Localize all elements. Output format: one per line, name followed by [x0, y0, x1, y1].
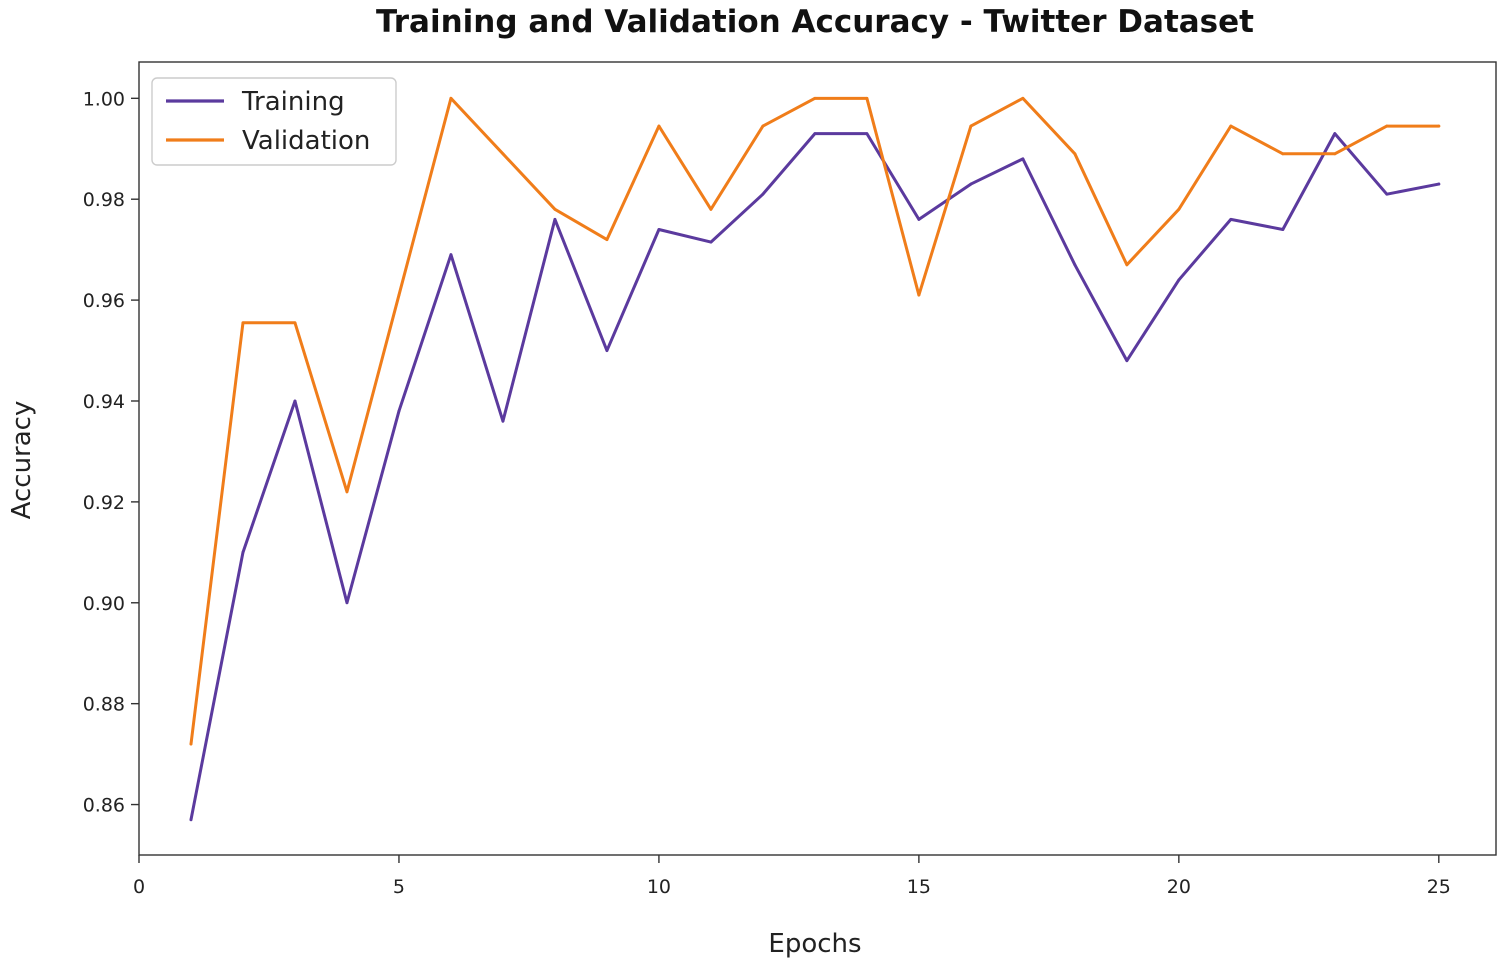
- data-point-validation: [293, 321, 297, 325]
- data-point-training: [709, 240, 713, 244]
- y-axis-ticks: 0.86 0.88 0.90 0.92 0.94 0.96 0.98 1.00: [83, 88, 139, 817]
- data-point-validation: [397, 293, 401, 297]
- data-point-validation: [917, 293, 921, 297]
- y-tick-label: 0.86: [83, 795, 125, 817]
- data-point-validation: [189, 742, 193, 746]
- data-point-validation: [553, 207, 557, 211]
- data-point-validation: [761, 124, 765, 128]
- legend: Training Validation: [151, 77, 397, 166]
- data-point-training: [1229, 217, 1233, 221]
- plot-area: [138, 61, 1497, 856]
- data-point-training: [553, 217, 557, 221]
- data-point-validation: [969, 124, 973, 128]
- data-point-training: [1125, 359, 1129, 363]
- data-point-validation: [501, 152, 505, 156]
- data-point-training: [293, 399, 297, 403]
- y-axis-label: Accuracy: [7, 401, 37, 520]
- x-tick-label: 15: [907, 876, 931, 898]
- data-point-validation: [865, 96, 869, 100]
- data-point-training: [1333, 132, 1337, 136]
- chart-title: Training and Validation Accuracy - Twitt…: [376, 4, 1254, 40]
- legend-label-training: Training: [241, 87, 345, 117]
- x-tick-label: 20: [1167, 876, 1191, 898]
- data-point-training: [865, 132, 869, 136]
- y-tick-label: 0.92: [83, 492, 125, 514]
- data-point-validation: [1229, 124, 1233, 128]
- data-point-validation: [1281, 152, 1285, 156]
- data-point-training: [397, 409, 401, 413]
- data-point-training: [1281, 228, 1285, 231]
- data-point-training: [1073, 263, 1077, 267]
- data-point-validation: [1333, 152, 1337, 156]
- data-point-training: [1021, 157, 1025, 161]
- data-point-validation: [657, 124, 661, 128]
- data-point-training: [1385, 192, 1389, 196]
- y-tick-label: 0.94: [83, 391, 125, 413]
- data-point-validation: [1125, 263, 1129, 267]
- data-point-validation: [449, 96, 453, 100]
- data-point-validation: [709, 207, 713, 211]
- data-point-validation: [605, 238, 609, 241]
- data-point-training: [241, 550, 245, 554]
- data-point-validation: [1021, 96, 1025, 100]
- x-tick-label: 0: [133, 876, 145, 898]
- data-point-training: [605, 349, 609, 352]
- series-layer: [189, 96, 1441, 822]
- data-point-training: [1437, 182, 1441, 186]
- y-tick-label: 0.98: [83, 189, 125, 211]
- data-point-training: [657, 228, 661, 231]
- data-point-validation: [1177, 207, 1181, 211]
- data-point-training: [189, 818, 193, 822]
- x-axis-label: Epochs: [768, 929, 861, 959]
- data-point-training: [449, 253, 453, 257]
- data-point-training: [761, 192, 765, 196]
- y-tick-label: 0.96: [83, 290, 125, 312]
- data-point-training: [969, 182, 973, 186]
- data-point-validation: [813, 96, 817, 100]
- y-tick-label: 0.90: [83, 593, 125, 615]
- x-axis-ticks: 0 5 10 15 20 25: [133, 855, 1451, 898]
- data-point-training: [345, 601, 349, 605]
- data-point-training: [917, 217, 921, 221]
- x-tick-label: 25: [1427, 876, 1451, 898]
- y-tick-label: 1.00: [83, 88, 125, 110]
- data-point-validation: [1073, 152, 1077, 156]
- data-point-validation: [241, 321, 245, 325]
- data-point-training: [1177, 278, 1181, 282]
- data-point-validation: [345, 490, 349, 494]
- y-tick-label: 0.88: [83, 694, 125, 716]
- x-tick-label: 5: [393, 876, 405, 898]
- x-tick-label: 10: [647, 876, 671, 898]
- data-point-training: [813, 132, 817, 136]
- plot-frame: [138, 61, 1497, 856]
- data-point-validation: [1437, 124, 1441, 128]
- data-point-validation: [1385, 124, 1389, 128]
- data-point-training: [501, 419, 505, 423]
- legend-label-validation: Validation: [242, 126, 370, 156]
